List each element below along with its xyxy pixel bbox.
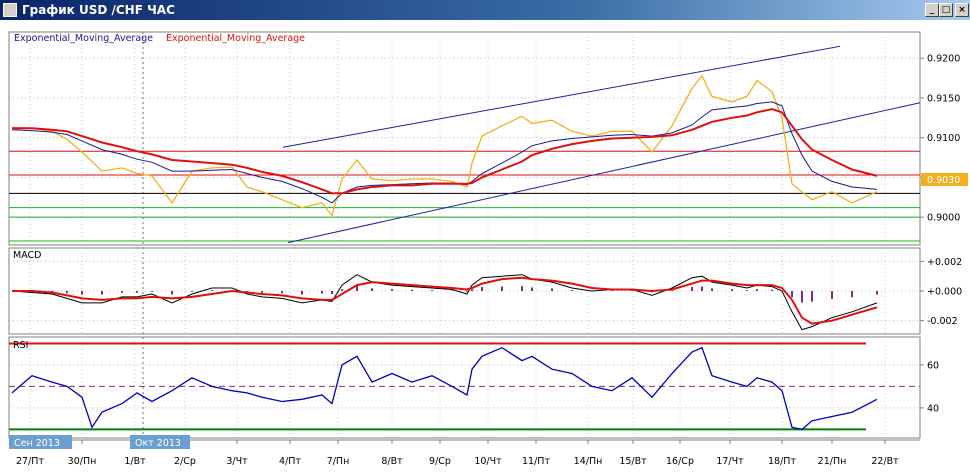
xtick-label: 27/Пт <box>16 456 44 467</box>
xtick-label: 7/Пн <box>327 456 350 467</box>
macd-ytick-label: +0.000 <box>927 287 962 298</box>
close-button[interactable]: × <box>955 3 969 17</box>
legend-ema-slow: Exponential_Moving_Average <box>166 33 305 44</box>
xtick-label: 14/Пн <box>574 456 603 467</box>
xtick-label: 4/Пт <box>279 456 301 467</box>
window-titlebar: График USD /CHF ЧАС _ □ × <box>0 0 970 20</box>
xtick-label: 30/Пн <box>68 456 97 467</box>
xtick-label: 17/Чт <box>716 456 744 467</box>
xtick-label: 1/Вт <box>124 456 146 467</box>
legend-ema-fast: Exponential_Moving_Average <box>14 33 153 44</box>
xtick-label: 16/Ср <box>666 456 694 467</box>
xtick-label: 11/Пт <box>522 456 550 467</box>
macd-main-line <box>11 274 878 331</box>
ema-slow-line <box>12 108 878 195</box>
macd-panel: +0.002 +0.000 -0.002 MACD <box>8 247 962 335</box>
macd-title: MACD <box>13 250 41 261</box>
xtick-label: 15/Вт <box>619 456 647 467</box>
month-tag-oct <box>130 435 190 449</box>
xtick-label: 3/Чт <box>226 456 248 467</box>
main-ytick-label: 0.9150 <box>927 93 960 104</box>
month-tag-sep <box>9 435 72 449</box>
rsi-line <box>11 346 878 431</box>
xtick-label: 2/Ср <box>174 456 196 467</box>
main-ytick-label: 0.9000 <box>927 213 960 224</box>
macd-signal-line <box>12 276 878 325</box>
maximize-button[interactable]: □ <box>939 3 953 17</box>
price-line <box>11 74 878 218</box>
rsi-title: RSI <box>13 340 28 351</box>
rsi-panel: 60 40 RSI <box>8 336 939 439</box>
month-label-sep: Сен 2013 <box>14 438 60 449</box>
chart-app-icon <box>3 3 17 17</box>
macd-ytick-label: +0.002 <box>927 257 962 268</box>
channel-lower-line <box>287 102 921 244</box>
current-price-badge-bg <box>921 173 968 186</box>
channel-upper-line <box>282 45 841 148</box>
macd-ytick-label: -0.002 <box>927 316 958 327</box>
month-label-oct: Окт 2013 <box>135 438 181 449</box>
current-price-badge: 0.9030 <box>921 173 968 186</box>
xtick-label: 10/Чт <box>474 456 502 467</box>
minimize-icon: _ <box>929 5 935 15</box>
main-panel-frame <box>8 31 921 246</box>
main-ytick-label: 0.9200 <box>927 54 960 65</box>
xtick-label: 9/Ср <box>429 456 451 467</box>
maximize-icon: □ <box>941 5 951 15</box>
window-title: График USD /CHF ЧАС <box>22 3 175 17</box>
main-ytick-label: 0.9100 <box>927 133 960 144</box>
rsi-panel-frame <box>8 336 921 439</box>
rsi-ytick-label: 60 <box>927 360 939 371</box>
xtick-label: 22/Вт <box>871 456 899 467</box>
close-icon: × <box>958 5 966 15</box>
rsi-ytick-label: 40 <box>927 403 939 414</box>
xtick-label: 18/Пт <box>768 456 796 467</box>
time-axis: 27/Пт 30/Пн 1/Вт 2/Ср 3/Чт 4/Пт 7/Пн 8/Вт 9/Ср 10… <box>9 435 920 467</box>
minimize-button[interactable]: _ <box>925 3 939 17</box>
xtick-label: 8/Вт <box>381 456 403 467</box>
current-price-label: 0.9030 <box>927 175 960 186</box>
xtick-label: 21/Пн <box>818 456 847 467</box>
